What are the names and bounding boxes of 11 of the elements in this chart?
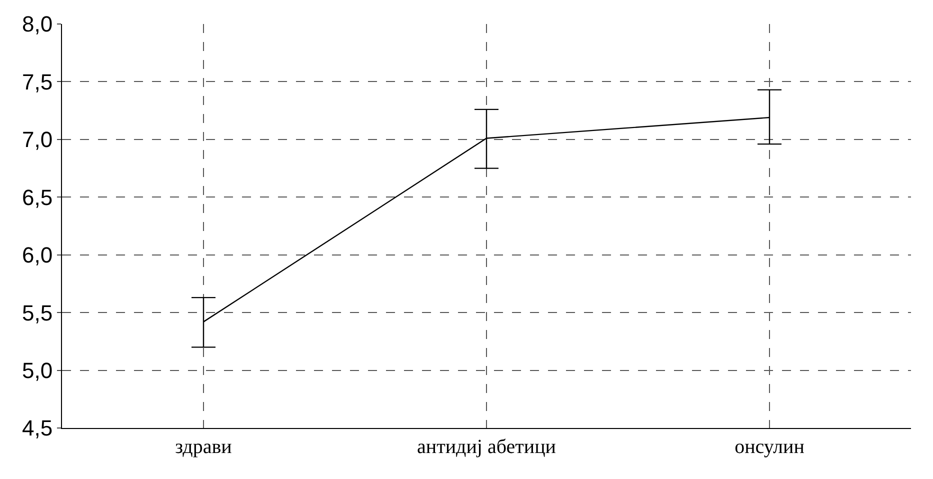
y-tick-label: 6,5 [22, 184, 53, 210]
x-tick-label: здрави [175, 436, 232, 458]
y-tick-label: 4,5 [22, 416, 53, 441]
x-tick-label: онсулин [734, 436, 805, 458]
y-tick-label: 7,5 [22, 69, 53, 94]
y-tick-label: 5,5 [22, 300, 53, 326]
y-tick-label: 7,0 [22, 127, 53, 152]
x-tick-label: антидиј абетици [417, 436, 556, 458]
y-tick-label: 5,0 [22, 358, 53, 383]
y-tick-label: 6,0 [22, 242, 53, 268]
y-tick-label: 8,0 [22, 12, 53, 37]
